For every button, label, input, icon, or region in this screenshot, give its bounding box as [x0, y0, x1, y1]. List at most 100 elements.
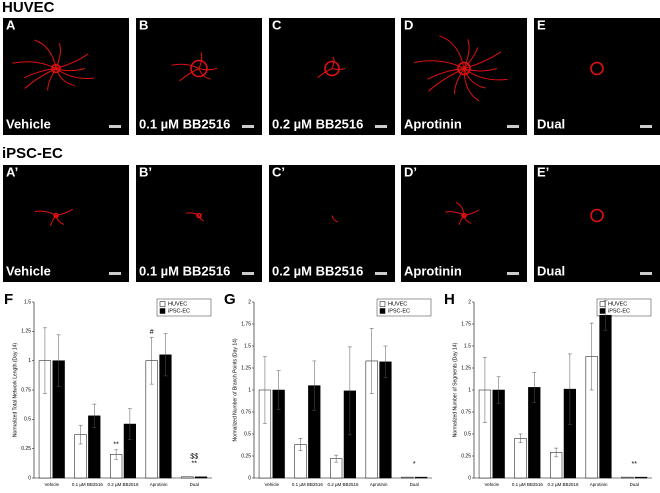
error-bar: [554, 447, 559, 458]
bar: [401, 476, 414, 479]
spheroid: [457, 61, 471, 76]
x-tick-label: Aprotinin: [370, 482, 388, 487]
y-tick-label: 1.75: [241, 321, 251, 327]
spheroid: [324, 60, 340, 77]
vessel: [463, 68, 480, 102]
vessel: [463, 68, 498, 72]
spheroid: [590, 61, 604, 76]
error-bar: [149, 336, 154, 385]
error-bar: [42, 327, 47, 394]
micrograph: [401, 18, 527, 135]
panel-letter: B’: [139, 164, 152, 179]
error-bar: [78, 424, 83, 445]
error-bar: [383, 345, 388, 378]
legend-label: iPSC-EC: [168, 308, 190, 314]
y-tick-label: 0: [28, 475, 31, 481]
scale-bar: [109, 125, 121, 128]
y-tick-label: 0.75: [21, 387, 31, 393]
vessel: [463, 39, 470, 69]
bar: [194, 476, 208, 479]
vessel: [427, 68, 465, 80]
vessel: [55, 42, 61, 69]
legend-swatch: [159, 308, 166, 314]
y-tick-label: 0: [468, 475, 471, 481]
y-tick-label: 0.5: [464, 431, 471, 437]
panel-letter: B: [139, 17, 148, 32]
vessel: [55, 215, 65, 225]
y-tick-label: 0.75: [461, 409, 471, 415]
y-tick-label: 0.5: [24, 417, 31, 423]
significance: **: [191, 461, 197, 468]
panel-label: 0.1 µM BB2516: [139, 116, 230, 131]
panel-letter: D: [404, 17, 413, 32]
error-bar: [163, 333, 168, 377]
x-tick-label: Vehicle: [485, 482, 500, 487]
y-tick-label: 1.5: [464, 343, 471, 349]
y-tick-label: 1.25: [241, 365, 251, 371]
vessel: [55, 68, 95, 79]
y-tick-label: 1: [248, 387, 251, 393]
y-tick-label: 1: [468, 387, 471, 393]
error-bar: [347, 346, 352, 436]
panel-letter: A’: [6, 164, 18, 179]
spheroid: [196, 212, 202, 219]
vessel: [317, 68, 333, 79]
y-tick-label: 0.25: [461, 453, 471, 459]
x-tick-label: 0.1 µM BB2516: [292, 482, 324, 487]
error-bar: [334, 454, 339, 463]
micrograph: [269, 165, 395, 282]
x-tick-label: 0.2 µM BB2516: [327, 482, 359, 487]
legend-frame: [156, 298, 212, 317]
y-tick-label: 1.75: [461, 321, 471, 327]
panel-letter: C’: [272, 164, 285, 179]
panel-label: Vehicle: [6, 263, 51, 278]
error-bar: [496, 376, 501, 404]
legend-label: iPSC-EC: [388, 308, 410, 314]
vessel: [198, 215, 205, 222]
row-heading: iPSC-EC: [2, 145, 63, 162]
scale-bar: [507, 125, 519, 128]
x-tick-label: Vehicle: [45, 482, 60, 487]
vessel: [453, 68, 465, 94]
vessel: [179, 68, 200, 82]
y-tick-label: 0.75: [241, 409, 251, 415]
panel-label: Dual: [537, 116, 565, 131]
vessel: [463, 215, 472, 224]
micrograph: [534, 18, 660, 135]
legend-label: iPSC-EC: [608, 308, 630, 314]
error-bar: [114, 449, 119, 460]
vessel: [186, 212, 200, 216]
legend-frame: [376, 298, 432, 317]
y-tick-label: 2: [248, 299, 251, 305]
panel-label: 0.1 µM BB2516: [139, 263, 230, 278]
x-tick-label: 0.1 µM BB2516: [512, 482, 544, 487]
bar: [621, 476, 634, 479]
bar: [181, 476, 194, 479]
error-bar: [298, 438, 303, 451]
vessel: [463, 68, 508, 81]
y-tick-label: 1.5: [244, 343, 251, 349]
y-tick-label: 0.5: [244, 431, 251, 437]
x-tick-label: Aprotinin: [150, 482, 168, 487]
panel-letter: G: [224, 291, 236, 308]
panel-letter: F: [4, 291, 13, 308]
panel-letter: D’: [404, 164, 417, 179]
panel-label: 0.2 µM BB2516: [272, 263, 363, 278]
legend-label: HUVEC: [168, 301, 187, 307]
error-bar: [518, 433, 523, 444]
legend-swatch: [159, 301, 166, 307]
spheroid: [51, 63, 61, 74]
bar: [599, 314, 612, 479]
y-tick-label: 0: [248, 475, 251, 481]
spheroid: [190, 59, 208, 78]
scale-bar: [640, 125, 652, 128]
significance: *: [413, 461, 416, 468]
vessel: [428, 68, 465, 92]
significance: **: [631, 461, 637, 468]
y-axis-label: Normalized Number of Segments (Day 14): [452, 342, 458, 437]
panel-label: Vehicle: [6, 116, 51, 131]
y-axis-label: Normalized Number of Branch Points (Day …: [232, 338, 238, 441]
panel-letter: C: [272, 17, 282, 32]
